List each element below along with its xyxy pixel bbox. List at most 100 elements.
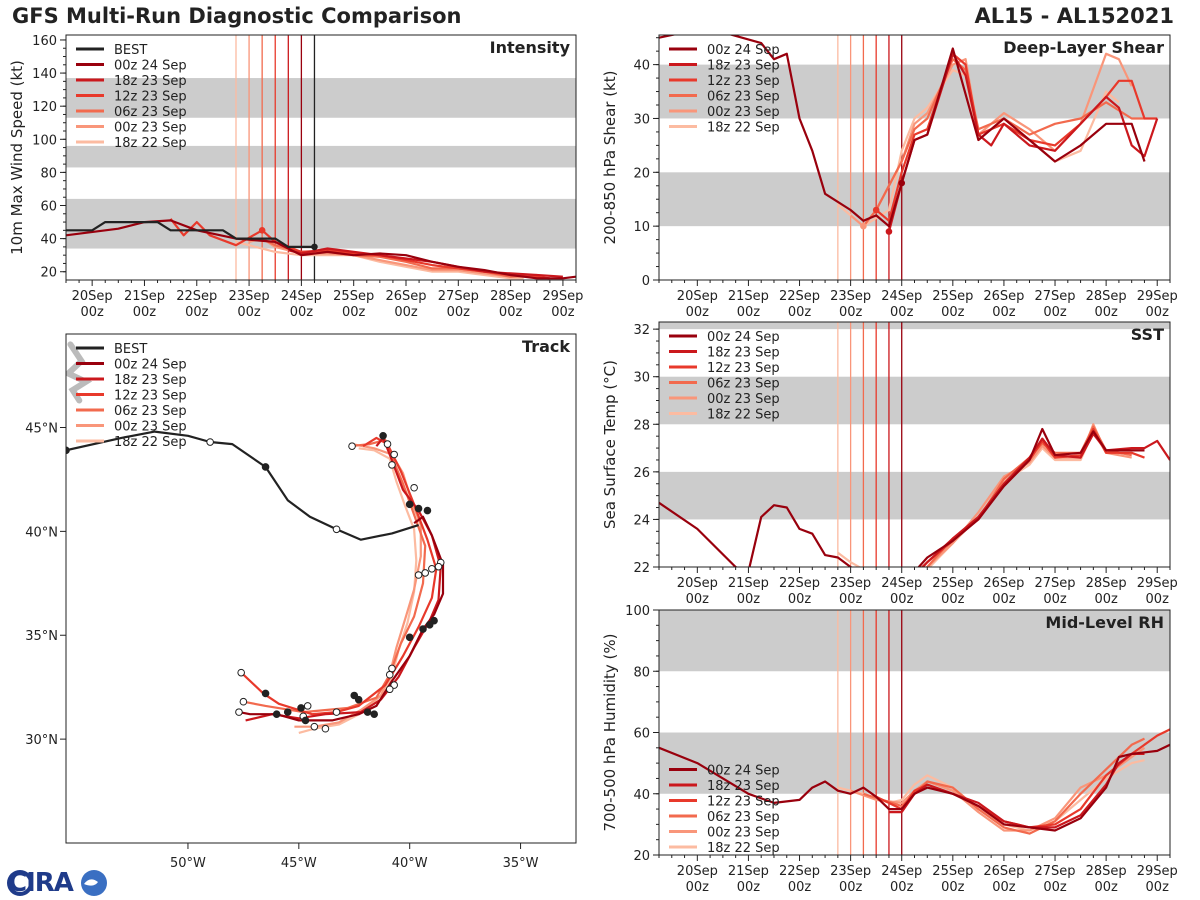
x-tick-label: 00z: [737, 592, 761, 607]
chart-title: GFS Multi-Run Diagnostic Comparison: [12, 4, 462, 28]
init-marker: [898, 179, 906, 187]
x-tick-label: 50°W: [170, 856, 206, 871]
track-marker: [297, 704, 305, 712]
y-tick-label: 35°N: [25, 629, 58, 644]
legend-label: 00z 23 Sep: [707, 826, 780, 841]
track-marker: [423, 506, 432, 515]
y-tick-label: 100: [625, 604, 650, 619]
x-tick-label: 26Sep: [385, 289, 426, 304]
axes-frame: [65, 34, 577, 281]
legend-label: 06z 23 Sep: [707, 377, 780, 392]
legend-label: BEST: [114, 43, 147, 58]
legend-label: 06z 23 Sep: [114, 404, 187, 419]
x-tick-label: 21Sep: [728, 864, 769, 879]
y-axis-label: 10m Max Wind Speed (kt): [8, 60, 26, 255]
legend-label: 18z 23 Sep: [707, 59, 780, 74]
x-tick-label: 29Sep: [1137, 576, 1178, 591]
track-marker: [303, 702, 312, 710]
plot-area: [66, 341, 445, 734]
plot-area: [659, 322, 1170, 567]
init-marker: [311, 243, 318, 251]
series-line-00z-24-sep: [238, 515, 445, 722]
init-marker: [885, 228, 893, 235]
series-line-12z-23-sep: [240, 436, 438, 716]
y-tick-label: 24: [633, 513, 650, 528]
threshold-band: [659, 471, 1170, 520]
x-tick-label: 00z: [1146, 880, 1170, 895]
x-tick-label: 00z: [80, 305, 104, 320]
legend-label: BEST: [114, 342, 147, 357]
x-tick-label: 00z: [992, 305, 1016, 320]
legend-label: 00z 24 Sep: [707, 43, 780, 58]
x-tick-label: 20Sep: [677, 289, 718, 304]
y-axis-label: 700-500 hPa Humidity (%): [601, 633, 619, 831]
storm-id: AL15 - AL152021: [974, 4, 1175, 28]
threshold-band: [659, 322, 1170, 330]
legend-label: 00z 23 Sep: [707, 105, 780, 120]
track-marker: [301, 716, 310, 725]
y-axis-label: Sea Surface Temp (°C): [601, 360, 619, 529]
series-line-best: [66, 221, 315, 248]
x-tick-label: 23Sep: [830, 864, 871, 879]
coastline: [66, 341, 93, 404]
x-tick-label: 28Sep: [1086, 289, 1127, 304]
legend-label: 00z 24 Sep: [114, 59, 187, 74]
x-tick-label: 29Sep: [542, 289, 583, 304]
y-tick-label: 20: [633, 166, 650, 181]
panel-track: 50°W 45°W 40°W 35°W 30°N 35°N 40°N 45°N Track BES…: [25, 333, 577, 871]
track-marker: [434, 562, 443, 571]
x-tick-label: 20Sep: [677, 864, 718, 879]
legend-label: 06z 23 Sep: [114, 105, 187, 120]
cira-logo: [7, 870, 107, 896]
x-tick-label: 00z: [788, 592, 812, 607]
x-tick-label: 25Sep: [932, 864, 973, 879]
x-tick-label: 00z: [941, 880, 965, 895]
y-axis-label: 200-850 hPa Shear (kt): [601, 71, 619, 245]
legend-label: 18z 22 Sep: [114, 136, 187, 151]
x-tick-label: 00z: [1043, 592, 1067, 607]
track-marker: [385, 685, 394, 694]
series-line-18z-23-sep: [288, 247, 563, 278]
x-tick-label: 25Sep: [932, 289, 973, 304]
series-line-00z-23-sep: [248, 237, 537, 278]
series-line-00z-23-sep: [850, 746, 1146, 832]
x-tick-label: 00z: [839, 305, 863, 320]
x-tick-label: 29Sep: [1137, 289, 1178, 304]
track-marker: [421, 569, 430, 577]
x-tick-label: 22Sep: [176, 289, 217, 304]
threshold-band: [659, 172, 1170, 227]
plot-area: [659, 35, 1170, 280]
track-marker: [239, 697, 248, 706]
series-line-18z-22-sep: [298, 447, 418, 734]
track-marker: [310, 722, 319, 731]
track-marker: [370, 710, 379, 718]
legend-label: 18z 23 Sep: [114, 74, 187, 89]
track-marker: [414, 571, 423, 579]
x-tick-label: 00z: [290, 305, 314, 320]
panel-title: Mid-Level RH: [1045, 613, 1164, 632]
track-marker: [405, 633, 414, 642]
legend-label: 00z 23 Sep: [114, 420, 187, 435]
x-tick-label: 00z: [890, 880, 914, 895]
y-tick-label: 22: [633, 561, 650, 576]
panel-shear: 20Sep00z21Sep00z22Sep00z23Sep00z24Sep00z…: [601, 34, 1178, 320]
y-tick-label: 32: [633, 323, 650, 338]
legend-label: 12z 23 Sep: [114, 90, 187, 105]
track-marker: [428, 564, 436, 573]
x-tick-label: 40°W: [392, 856, 428, 871]
x-tick-label: 00z: [941, 592, 965, 607]
x-tick-label: 22Sep: [779, 289, 820, 304]
threshold-band: [659, 376, 1170, 425]
track-marker: [332, 708, 341, 716]
y-tick-label: 30: [633, 112, 650, 127]
track-marker: [425, 621, 434, 629]
x-tick-label: 00z: [992, 880, 1016, 895]
panel-sst: 20Sep00z21Sep00z22Sep00z23Sep00z24Sep00z…: [601, 321, 1178, 607]
track-marker: [388, 461, 396, 469]
init-marker: [860, 222, 867, 230]
threshold-band: [66, 145, 576, 168]
y-tick-label: 10: [633, 220, 650, 235]
x-tick-label: 00z: [342, 305, 366, 320]
panel-rh: 20Sep00z21Sep00z22Sep00z23Sep00z24Sep00z…: [601, 604, 1178, 895]
y-tick-label: 40°N: [25, 525, 58, 540]
